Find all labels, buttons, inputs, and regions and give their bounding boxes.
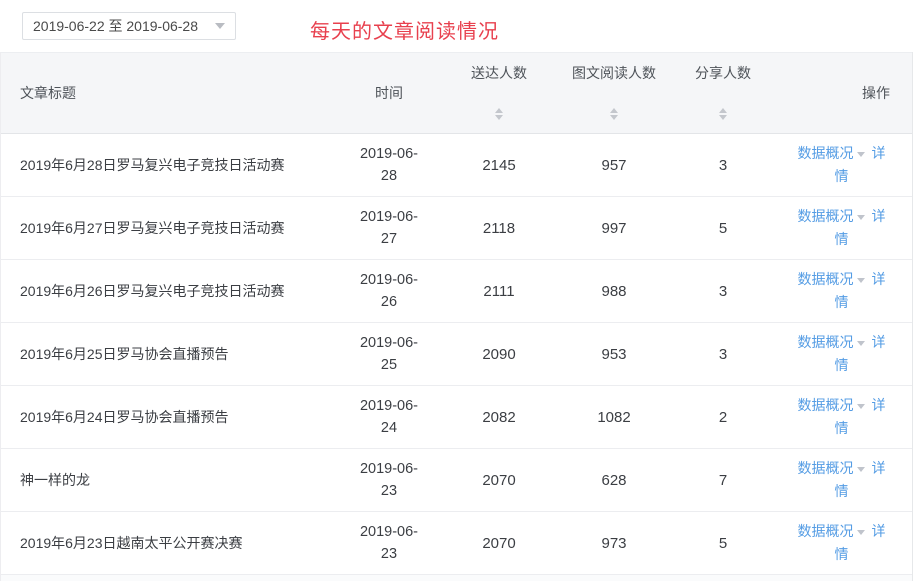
data-overview-link[interactable]: 数据概况 bbox=[797, 397, 854, 413]
detail-link[interactable]: 详情 bbox=[834, 208, 886, 247]
table-row: 2019年6月24日罗马协会直播预告 2019-06-24 2082 1082 … bbox=[1, 385, 912, 449]
action-cell: 数据概况 详情 bbox=[771, 385, 912, 449]
col-header-delivered: 送达人数 bbox=[445, 52, 553, 134]
date-range-value: 2019-06-22 至 2019-06-28 bbox=[33, 18, 199, 34]
action-cell: 数据概况 详情 bbox=[771, 196, 912, 260]
detail-link[interactable]: 详情 bbox=[834, 523, 886, 562]
chevron-down-icon[interactable] bbox=[856, 530, 865, 535]
table-row: 2019年6月28日罗马复兴电子竞技日活动赛 2019-06-28 2145 9… bbox=[1, 133, 912, 197]
time-value: 2019-06-26 bbox=[359, 272, 419, 310]
col-header-delivered-label: 送达人数 bbox=[471, 65, 527, 81]
time-value: 2019-06-25 bbox=[359, 335, 419, 373]
article-title: 2019年6月27日罗马复兴电子竞技日活动赛 bbox=[1, 196, 333, 260]
data-overview-link[interactable]: 数据概况 bbox=[797, 460, 854, 476]
data-overview-link[interactable]: 数据概况 bbox=[797, 271, 854, 287]
chevron-down-icon[interactable] bbox=[856, 467, 865, 472]
col-header-time: 时间 bbox=[333, 52, 445, 134]
delivered-count: 2118 bbox=[445, 196, 553, 260]
read-count: 953 bbox=[553, 322, 675, 386]
data-overview-link[interactable]: 数据概况 bbox=[797, 208, 854, 224]
read-count: 1082 bbox=[553, 385, 675, 449]
article-title: 2019年6月28日罗马复兴电子竞技日活动赛 bbox=[1, 133, 333, 197]
detail-link[interactable]: 详情 bbox=[834, 271, 886, 310]
col-header-read-label: 图文阅读人数 bbox=[572, 65, 656, 81]
chevron-down-icon[interactable] bbox=[856, 278, 865, 283]
article-title: 2019年6月26日罗马复兴电子竞技日活动赛 bbox=[1, 259, 333, 323]
time-cell: 2019-06-27 bbox=[333, 196, 445, 260]
time-value: 2019-06-24 bbox=[359, 398, 419, 436]
read-count: 957 bbox=[553, 133, 675, 197]
article-title: 2019年6月23日越南太平公开赛决赛 bbox=[1, 511, 333, 575]
sort-icon[interactable] bbox=[719, 108, 727, 120]
data-overview-link[interactable]: 数据概况 bbox=[797, 523, 854, 539]
delivered-count: 2145 bbox=[445, 133, 553, 197]
toolbar: 2019-06-22 至 2019-06-28 每天的文章阅读情况 bbox=[0, 0, 913, 52]
action-cell: 数据概况 详情 bbox=[771, 259, 912, 323]
chevron-down-icon[interactable] bbox=[856, 341, 865, 346]
shared-count: 5 bbox=[675, 511, 771, 575]
shared-count: 2 bbox=[675, 385, 771, 449]
detail-link[interactable]: 详情 bbox=[834, 334, 886, 373]
shared-count: 3 bbox=[675, 259, 771, 323]
col-header-action: 操作 bbox=[771, 52, 912, 134]
time-cell: 2019-06-23 bbox=[333, 448, 445, 512]
action-cell: 数据概况 详情 bbox=[771, 322, 912, 386]
chevron-down-icon[interactable] bbox=[856, 404, 865, 409]
time-cell: 2019-06-28 bbox=[333, 133, 445, 197]
shared-count: 3 bbox=[675, 322, 771, 386]
table-row: 2019年6月25日罗马协会直播预告 2019-06-25 2090 953 3… bbox=[1, 322, 912, 386]
table-row: 2019年6月23日越南太平公开赛决赛 2019-06-23 2070 973 … bbox=[1, 511, 912, 575]
detail-link[interactable]: 详情 bbox=[834, 397, 886, 436]
chevron-down-icon[interactable] bbox=[856, 215, 865, 220]
sort-icon[interactable] bbox=[495, 108, 503, 120]
data-overview-link[interactable]: 数据概况 bbox=[797, 145, 854, 161]
delivered-count: 2070 bbox=[445, 448, 553, 512]
sort-icon[interactable] bbox=[610, 108, 618, 120]
table-row: 神一样的龙 2019-06-23 2070 628 7 数据概况 详情 bbox=[1, 448, 912, 512]
chevron-down-icon bbox=[215, 23, 225, 29]
table-header-row: 文章标题 时间 送达人数 图文阅读人数 bbox=[1, 52, 912, 134]
delivered-count: 2082 bbox=[445, 385, 553, 449]
table-row: 2019年6月27日罗马复兴电子竞技日活动赛 2019-06-27 2118 9… bbox=[1, 196, 912, 260]
article-title: 2019年6月25日罗马协会直播预告 bbox=[1, 322, 333, 386]
action-cell: 数据概况 详情 bbox=[771, 133, 912, 197]
read-count: 973 bbox=[553, 511, 675, 575]
time-value: 2019-06-27 bbox=[359, 209, 419, 247]
table-bottom-strip bbox=[1, 575, 912, 581]
col-header-shared: 分享人数 bbox=[675, 52, 771, 134]
articles-table: 文章标题 时间 送达人数 图文阅读人数 bbox=[0, 52, 913, 581]
delivered-count: 2070 bbox=[445, 511, 553, 575]
col-header-read: 图文阅读人数 bbox=[553, 52, 675, 134]
action-cell: 数据概况 详情 bbox=[771, 448, 912, 512]
chevron-down-icon[interactable] bbox=[856, 152, 865, 157]
read-count: 628 bbox=[553, 448, 675, 512]
shared-count: 7 bbox=[675, 448, 771, 512]
delivered-count: 2090 bbox=[445, 322, 553, 386]
time-cell: 2019-06-23 bbox=[333, 511, 445, 575]
time-cell: 2019-06-24 bbox=[333, 385, 445, 449]
article-title: 神一样的龙 bbox=[1, 448, 333, 512]
table-row: 2019年6月26日罗马复兴电子竞技日活动赛 2019-06-26 2111 9… bbox=[1, 259, 912, 323]
col-header-article-title: 文章标题 bbox=[1, 52, 333, 134]
time-value: 2019-06-23 bbox=[359, 524, 419, 562]
date-range-select[interactable]: 2019-06-22 至 2019-06-28 bbox=[22, 12, 236, 40]
read-count: 997 bbox=[553, 196, 675, 260]
time-value: 2019-06-23 bbox=[359, 461, 419, 499]
read-count: 988 bbox=[553, 259, 675, 323]
page-title: 每天的文章阅读情况 bbox=[310, 21, 499, 43]
time-cell: 2019-06-26 bbox=[333, 259, 445, 323]
detail-link[interactable]: 详情 bbox=[834, 460, 886, 499]
shared-count: 3 bbox=[675, 133, 771, 197]
data-overview-link[interactable]: 数据概况 bbox=[797, 334, 854, 350]
col-header-shared-label: 分享人数 bbox=[695, 65, 751, 81]
time-value: 2019-06-28 bbox=[359, 146, 419, 184]
shared-count: 5 bbox=[675, 196, 771, 260]
article-title: 2019年6月24日罗马协会直播预告 bbox=[1, 385, 333, 449]
time-cell: 2019-06-25 bbox=[333, 322, 445, 386]
delivered-count: 2111 bbox=[445, 259, 553, 323]
detail-link[interactable]: 详情 bbox=[834, 145, 886, 184]
action-cell: 数据概况 详情 bbox=[771, 511, 912, 575]
